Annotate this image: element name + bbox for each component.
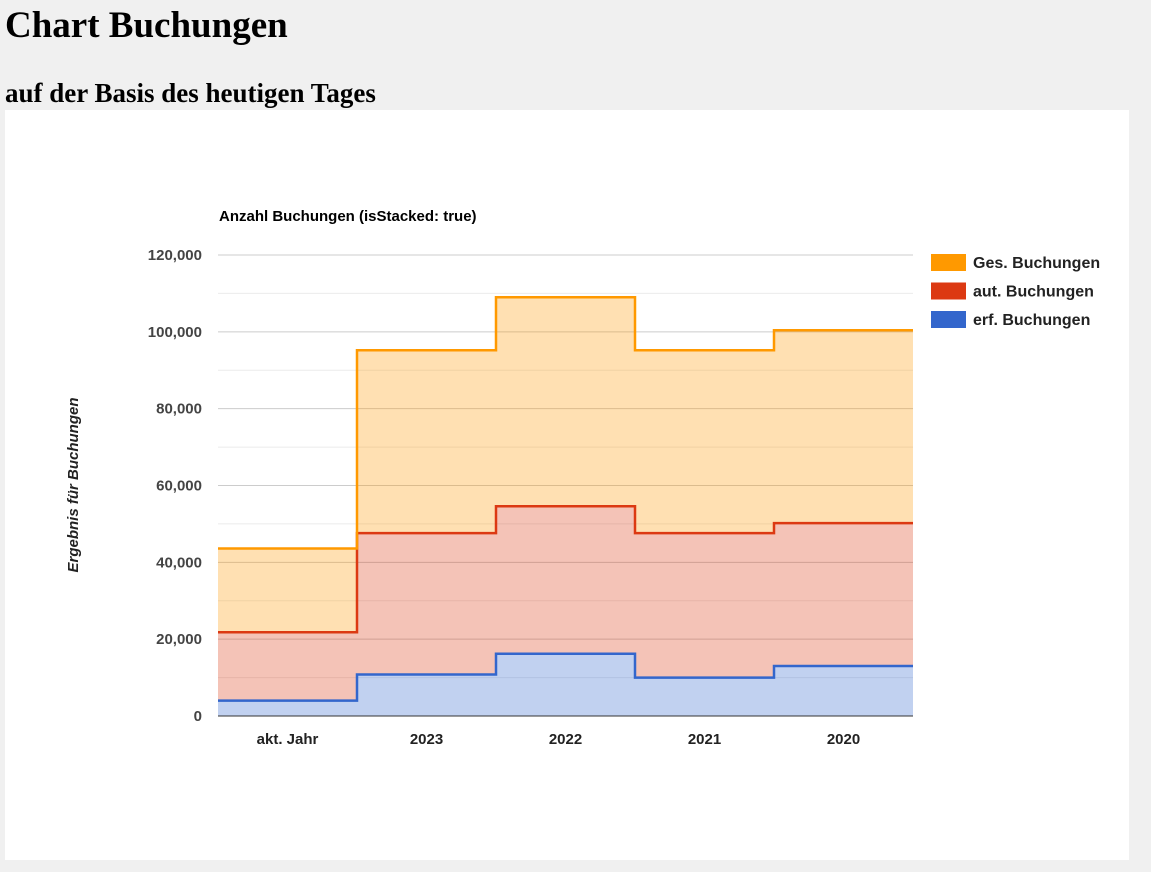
y-tick-label: 0 (194, 708, 202, 725)
line-ges-buchungen (218, 296, 913, 550)
line-aut-buchungen (218, 504, 913, 634)
x-tick-label: 2022 (549, 731, 582, 748)
y-tick-label: 20,000 (156, 631, 202, 648)
legend-label: Ges. Buchungen (973, 255, 1100, 272)
y-tick-label: 120,000 (148, 247, 202, 264)
legend-label: aut. Buchungen (973, 284, 1094, 301)
y-axis-label: Ergebnis für Buchungen (65, 397, 82, 572)
y-tick-labels: 0 20,000 40,000 60,000 80,000 100,000 120,000 (148, 247, 202, 725)
legend-label: erf. Buchungen (973, 312, 1090, 329)
chart-title: Anzahl Buchungen (isStacked: true) (219, 208, 477, 225)
x-tick-labels: akt. Jahr 2023 2022 2021 2020 (257, 731, 861, 748)
legend-swatch (931, 311, 966, 328)
legend: Ges. Buchungen aut. Buchungen erf. Buchung… (931, 254, 1100, 329)
y-tick-label: 100,000 (148, 324, 202, 341)
legend-swatch (931, 282, 966, 300)
grid-lines (218, 254, 913, 679)
series-areas (218, 297, 913, 716)
page-subtitle: auf der Basis des heutigen Tages (5, 78, 376, 108)
x-tick-label: 2021 (688, 731, 721, 748)
x-tick-label: 2023 (410, 731, 443, 748)
chart-panel: Anzahl Buchungen (isStacked: true) Ergeb… (5, 110, 1129, 860)
y-tick-label: 40,000 (156, 554, 202, 571)
page-title: Chart Buchungen (5, 5, 288, 46)
x-tick-label: 2020 (827, 731, 860, 748)
x-tick-label: akt. Jahr (257, 731, 319, 748)
area-aut-buchungen (218, 506, 913, 701)
area-erf-buchungen (218, 653, 913, 716)
y-tick-label: 60,000 (156, 478, 202, 495)
y-tick-label: 80,000 (156, 401, 202, 418)
area-ges-buchungen (218, 297, 913, 633)
series-lines (218, 296, 913, 702)
stacked-stepped-area-chart: Anzahl Buchungen (isStacked: true) Ergeb… (65, 208, 1100, 748)
legend-swatch (931, 254, 966, 271)
line-erf-buchungen (218, 652, 913, 702)
